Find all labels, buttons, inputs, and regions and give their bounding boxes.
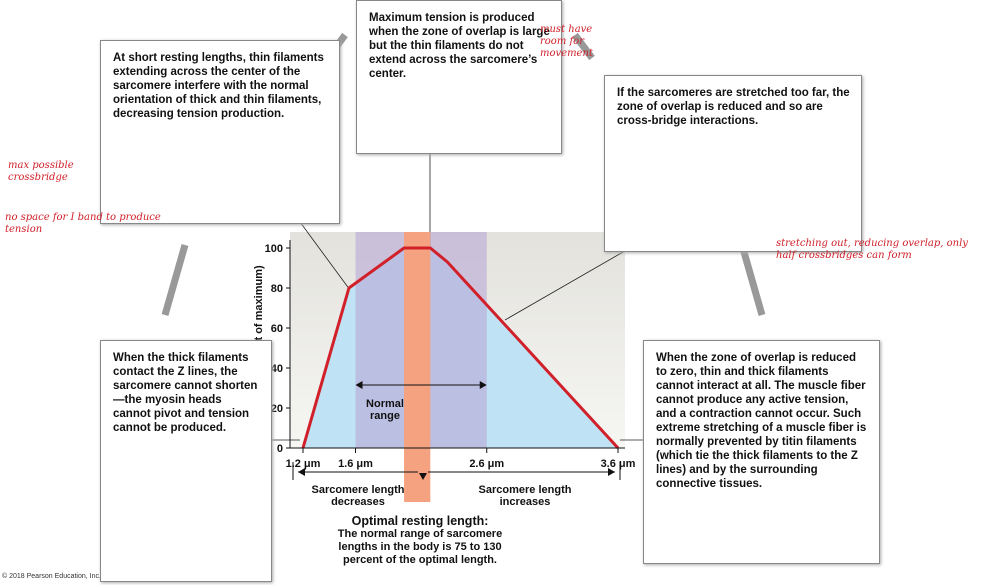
x-tick-label: 3.6 μm — [601, 458, 636, 470]
box: At short resting lengths, thin filaments… — [100, 40, 340, 224]
pointer-arrows — [161, 32, 766, 316]
optimal-title: Optimal resting length: — [351, 514, 489, 528]
x-tick-label: 1.2 μm — [286, 458, 321, 470]
y-tick-label: 100 — [265, 243, 283, 255]
box-text: When the thick filaments contact the Z l… — [113, 352, 258, 434]
box-text: Maximum tension is produced when the zon… — [369, 12, 550, 80]
handwritten-note: max possible crossbridge — [8, 160, 74, 183]
handwritten-note: must have room for movement — [540, 24, 593, 59]
y-tick-label: 80 — [271, 283, 283, 295]
box: If the sarcomeres are stretched too far,… — [604, 75, 862, 252]
box: Maximum tension is produced when the zon… — [356, 0, 562, 154]
box: When the zone of overlap is reduced to z… — [643, 340, 880, 564]
box-text: If the sarcomeres are stretched too far,… — [617, 87, 850, 127]
y-tick-label: 60 — [271, 323, 283, 335]
handwritten-note: no space for I band to produce tension — [5, 212, 161, 235]
box-text: At short resting lengths, thin filaments… — [113, 52, 324, 120]
y-tick-label: 20 — [271, 403, 283, 415]
box: When the thick filaments contact the Z l… — [100, 340, 272, 582]
curve — [301, 246, 620, 450]
handwritten-note: stretching out, reducing overlap, only h… — [776, 238, 968, 261]
x-tick-label: 1.6 μm — [338, 458, 373, 470]
optimal-text: The normal range of sarcomere lengths in… — [337, 528, 503, 566]
y-tick-label: 0 — [277, 443, 283, 455]
optimal-band — [404, 232, 431, 502]
increases-label: Sarcomere length increases — [478, 484, 572, 508]
copyright: © 2018 Pearson Education, Inc. — [2, 573, 101, 580]
decreases-label: Sarcomere length decreases — [311, 484, 405, 508]
normal-range-label: Normal range — [366, 398, 404, 422]
box-text: When the zone of overlap is reduced to z… — [656, 352, 867, 490]
x-tick-label: 2.6 μm — [469, 458, 504, 470]
y-tick-label: 40 — [271, 363, 283, 375]
